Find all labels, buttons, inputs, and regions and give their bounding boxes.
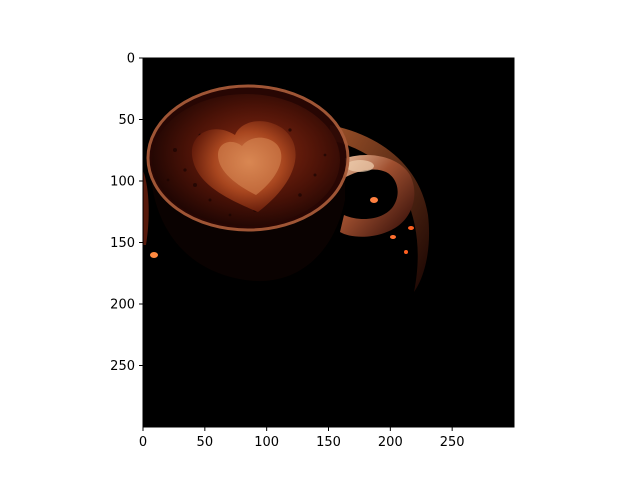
x-tick-label: 100 — [254, 435, 279, 450]
x-tick-label: 200 — [378, 435, 403, 450]
saucer-spot-2 — [408, 226, 414, 230]
x-axis: 0 50 100 150 200 250 — [139, 427, 465, 450]
y-tick-label: 200 — [110, 298, 135, 313]
handle-highlight — [346, 160, 374, 172]
handle-spot — [370, 197, 378, 203]
saucer-rim — [330, 125, 430, 292]
y-axis: 0 50 100 150 200 250 — [110, 52, 143, 374]
x-tick-label: 250 — [440, 435, 465, 450]
y-tick-label: 100 — [110, 175, 135, 190]
y-tick-label: 250 — [110, 359, 135, 374]
y-tick-label: 150 — [110, 236, 135, 251]
x-tick-label: 0 — [139, 435, 147, 450]
x-tick-label: 150 — [316, 435, 341, 450]
latte-heart-inner — [218, 137, 282, 195]
cup-handle — [340, 155, 415, 237]
x-tick-label: 50 — [197, 435, 214, 450]
y-tick-label: 50 — [118, 113, 135, 128]
saucer-spot-1 — [390, 235, 396, 239]
photo-image — [143, 58, 514, 427]
left-glow-spot — [150, 252, 158, 258]
left-rim-glow — [143, 170, 149, 245]
saucer-spot-3 — [404, 250, 408, 254]
y-tick-label: 0 — [127, 52, 135, 67]
